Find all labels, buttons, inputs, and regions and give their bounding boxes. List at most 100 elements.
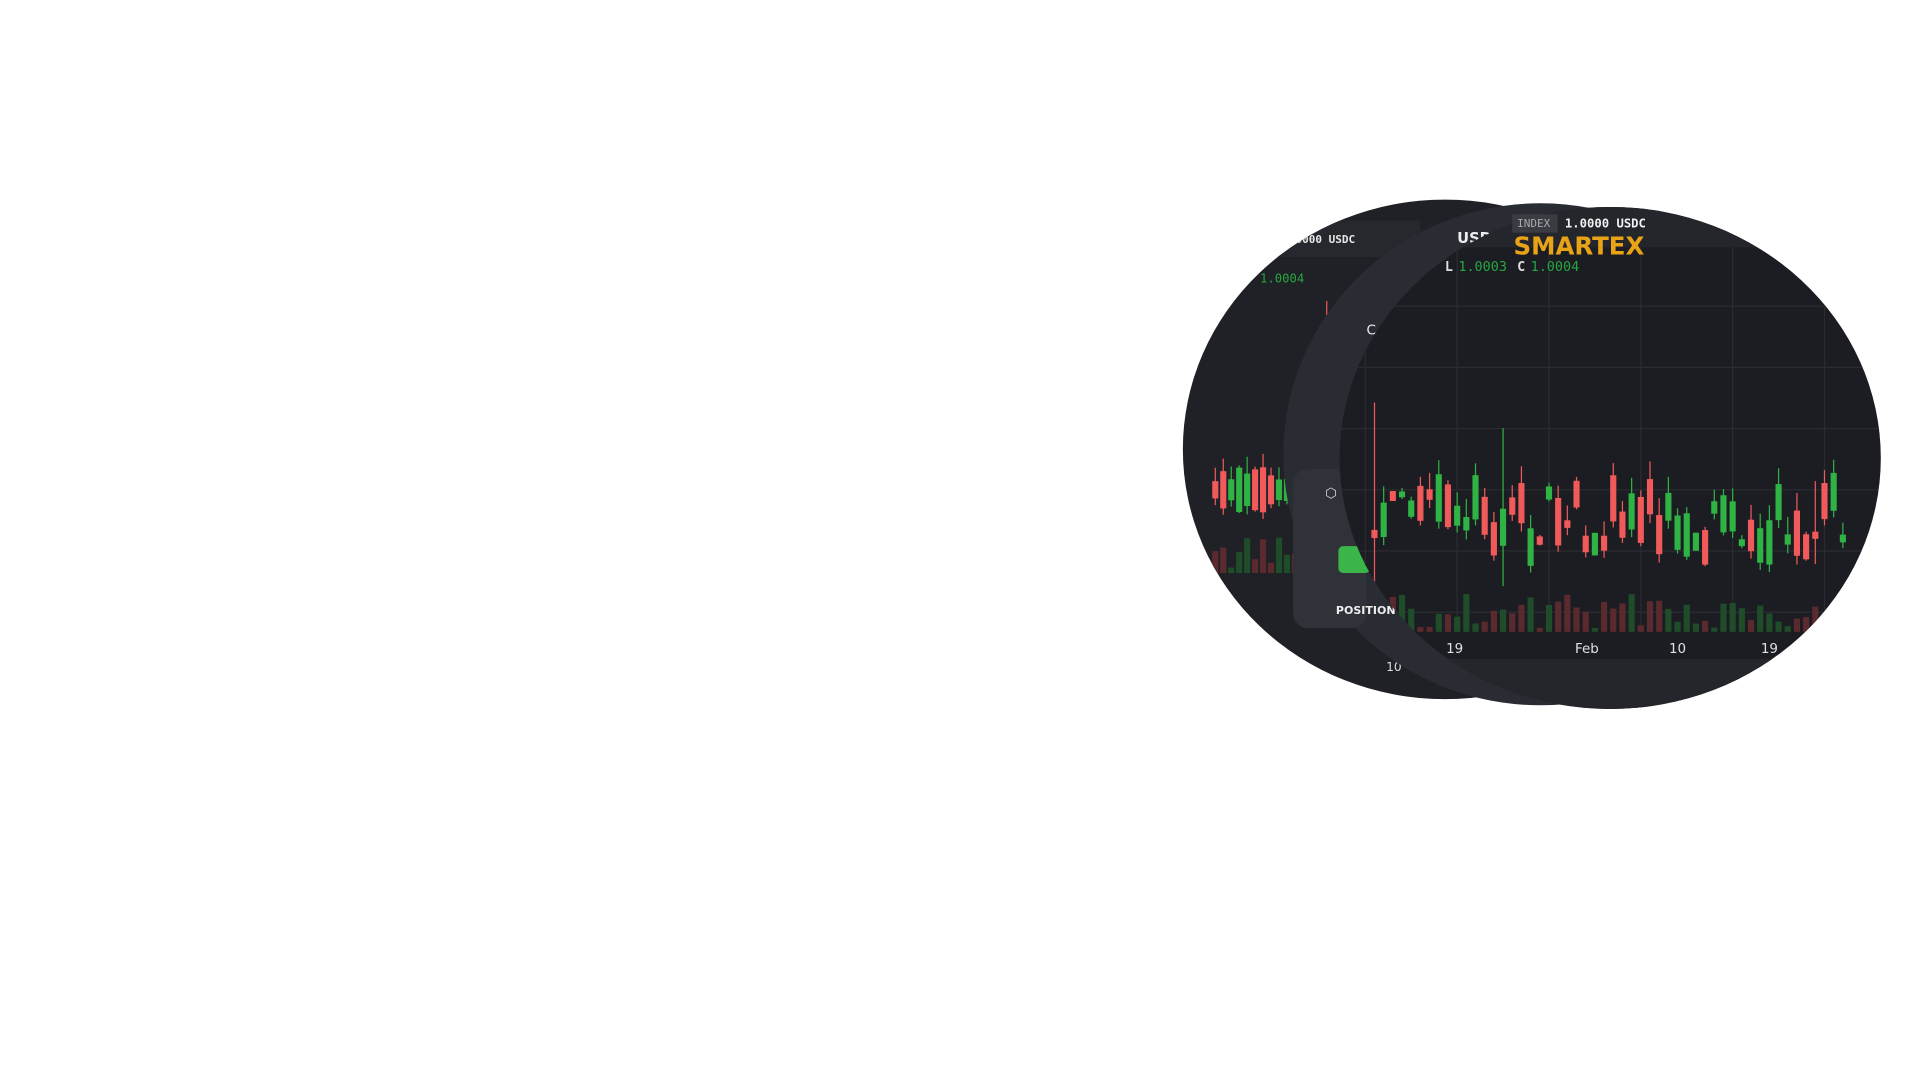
candle-body [1729, 501, 1736, 532]
candle-body [1472, 475, 1479, 520]
candle-body [1244, 473, 1251, 507]
volume-bar [1729, 603, 1736, 632]
volume-bar [1628, 594, 1635, 632]
back-axis-label: 10 [1386, 660, 1402, 674]
candle-body [1252, 469, 1259, 511]
candle-body [1747, 519, 1755, 552]
volume-bar [1518, 604, 1525, 632]
candle-body [1398, 491, 1406, 498]
candle-body [1702, 530, 1709, 565]
volume-bar [1555, 601, 1562, 632]
candle-body [1536, 536, 1543, 545]
volume-bar [1509, 613, 1516, 632]
volume-bar [1545, 605, 1553, 632]
candle-body [1793, 510, 1800, 556]
volume-bar [1283, 554, 1290, 574]
volume-bar [1435, 613, 1442, 632]
volume-bar [1821, 614, 1828, 632]
volume-bar [1692, 623, 1699, 632]
volume-bar [1481, 621, 1488, 632]
candle-body [1610, 475, 1617, 522]
back-header [1182, 220, 1421, 258]
volume-bar [1839, 613, 1846, 632]
candle-body [1619, 511, 1626, 538]
volume-bar [1527, 597, 1534, 632]
candle-body [1821, 483, 1828, 520]
index-label: INDEX [1517, 217, 1551, 230]
candle-body [1839, 534, 1846, 543]
volume-bar [1738, 608, 1745, 632]
candle-body [1454, 505, 1461, 526]
volume-bar [1236, 551, 1243, 574]
volume-bar [1536, 627, 1543, 632]
candle-body [1830, 472, 1837, 511]
candle-body [1228, 479, 1235, 501]
volume-bar [1228, 567, 1235, 574]
candle-body [1408, 500, 1415, 517]
candle-body [1601, 535, 1608, 551]
candle-body [1275, 479, 1283, 501]
volume-bar [1472, 623, 1479, 632]
close-label: C [1517, 260, 1525, 275]
candle-body [1674, 515, 1681, 550]
volume-bar [1220, 547, 1227, 574]
candle-body [1518, 483, 1525, 524]
candle-body [1720, 495, 1727, 533]
candle-body [1637, 496, 1644, 543]
candle-body [1426, 489, 1433, 500]
candle-body [1656, 515, 1663, 555]
volume-bar [1793, 618, 1800, 632]
candle-body [1646, 479, 1654, 515]
volume-bar [1619, 603, 1626, 632]
volume-bar [1766, 613, 1773, 632]
volume-bar [1244, 538, 1251, 574]
volume-bar [1591, 627, 1598, 632]
candle-body [1803, 534, 1810, 560]
front-panel [1339, 206, 1881, 709]
volume-bar [1417, 627, 1424, 632]
volume-bar [1637, 625, 1644, 632]
candle-body [1812, 531, 1819, 539]
x-axis-label: 19 [1446, 642, 1463, 657]
candle-body [1784, 534, 1791, 545]
volume-bar [1683, 604, 1690, 632]
candle-body [1371, 529, 1378, 539]
candle-body [1775, 484, 1782, 521]
back-close: 1.0004 [1260, 272, 1304, 286]
x-axis-label: Feb [1575, 642, 1599, 657]
candle-body [1509, 497, 1516, 515]
close-value: 1.0004 [1531, 260, 1580, 275]
volume-bar [1444, 614, 1452, 632]
volume-bar [1267, 562, 1275, 574]
candle-body [1683, 513, 1690, 557]
candle-body [1545, 486, 1553, 500]
volume-bar [1711, 627, 1718, 632]
candle-body [1417, 485, 1424, 521]
candle-body [1582, 535, 1589, 553]
candle-body [1444, 484, 1452, 528]
volume-bar [1252, 559, 1259, 574]
volume-bar [1830, 607, 1837, 632]
candle-body [1757, 528, 1764, 563]
volume-bar [1610, 608, 1617, 632]
candle-body [1463, 517, 1470, 531]
candle-body [1692, 532, 1699, 551]
candle-body [1665, 492, 1672, 521]
volume-bar [1426, 626, 1433, 632]
volume-bar [1775, 621, 1782, 632]
candle-body [1628, 493, 1635, 530]
low-value: 1.0003 [1458, 260, 1507, 275]
candle-body [1435, 474, 1442, 522]
volume-bar [1564, 594, 1571, 632]
candle-body [1573, 480, 1580, 508]
candle-body [1490, 522, 1497, 556]
volume-bar [1747, 619, 1755, 632]
candle-body [1260, 467, 1267, 513]
volume-bar [1490, 610, 1497, 632]
volume-bar [1582, 611, 1589, 632]
volume-bar [1463, 594, 1470, 632]
letter-label: C [1367, 324, 1376, 339]
volume-bar [1720, 603, 1727, 632]
